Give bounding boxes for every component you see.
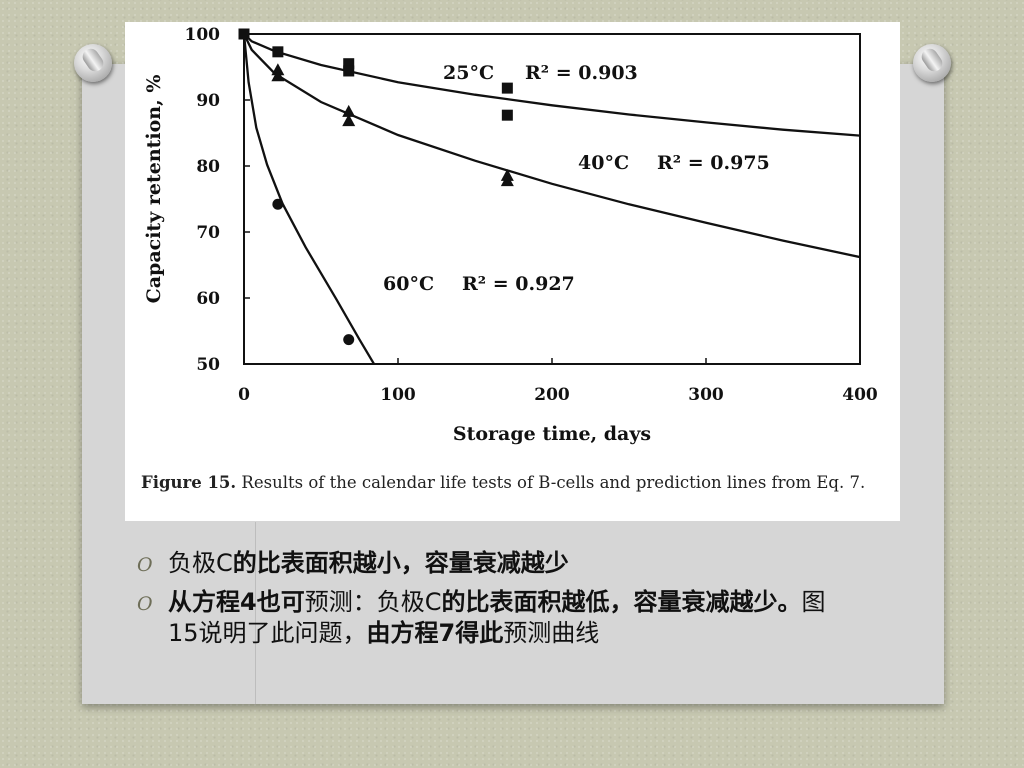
series-annotation-r2: R² = 0.903	[525, 62, 638, 84]
bullet-item: O 负极C的比表面积越小，容量衰减越少	[135, 548, 855, 579]
pushpin-icon	[74, 44, 112, 82]
bullet-text-segment: 的比表面积越低，容量衰减越少。	[441, 588, 802, 616]
series-annotation-temperature: 25°C	[443, 62, 494, 84]
data-point-circle	[272, 198, 284, 210]
bullet-text-segment: 由方程7得此	[366, 619, 504, 647]
data-point-circle	[238, 28, 250, 40]
data-point-square	[272, 46, 284, 58]
bullet-marker-icon: O	[137, 593, 153, 615]
bullet-text-segment: 预测：负极C	[304, 588, 442, 616]
series-annotation-temperature: 60°C	[383, 273, 434, 295]
x-tick-label: 100	[380, 385, 416, 405]
y-tick-label: 60	[196, 289, 220, 309]
bullet-marker-icon: O	[137, 554, 153, 576]
figure-image: 0 100 200 300 400 50 60 70 80 90 100 Storage time, …	[125, 22, 900, 521]
y-tick-label: 70	[196, 223, 220, 243]
data-point-triangle	[500, 174, 514, 187]
y-tick-label: 90	[196, 91, 220, 111]
data-point-circle	[343, 334, 355, 346]
x-tick-label: 400	[842, 385, 878, 405]
data-point-triangle	[342, 114, 356, 127]
bullet-list: O 负极C的比表面积越小，容量衰减越少 O 从方程4也可预测：负极C的比表面积越低，容…	[135, 548, 855, 657]
series-annotation-temperature: 40°C	[578, 152, 629, 174]
data-point-square	[343, 65, 355, 77]
bullet-text-segment: 的比表面积越小，容量衰减越少	[232, 549, 569, 577]
x-tick-label: 0	[238, 385, 250, 405]
x-tick-label: 300	[688, 385, 724, 405]
caption-text: Results of the calendar life tests of B-…	[236, 473, 866, 492]
bullet-text-segment: 预测曲线	[503, 619, 600, 647]
fit-line-circle	[244, 34, 376, 364]
decorative-line	[255, 522, 256, 704]
x-axis-label: Storage time, days	[453, 423, 651, 445]
pushpin-icon	[913, 44, 951, 82]
fit-line-square	[244, 34, 860, 137]
fit-line-triangle	[244, 34, 860, 259]
figure-caption: Figure 15. Results of the calendar life …	[141, 471, 886, 494]
data-point-triangle	[342, 104, 356, 117]
caption-label: Figure 15.	[141, 473, 237, 492]
data-point-square	[501, 82, 513, 94]
bullet-text-segment: 负极C	[168, 549, 233, 577]
y-tick-label: 50	[196, 355, 220, 375]
capacity-retention-chart: 0 100 200 300 400 50 60 70 80 90 100 Storage time, …	[143, 25, 878, 445]
data-point-triangle	[271, 69, 285, 82]
y-axis-label: Capacity retention, %	[143, 75, 165, 304]
bullet-item: O 从方程4也可预测：负极C的比表面积越低，容量衰减越少。图15说明了此问题，由方…	[135, 587, 855, 649]
data-point-square	[501, 109, 513, 121]
x-tick-label: 200	[534, 385, 570, 405]
series-annotation-r2: R² = 0.975	[657, 152, 770, 174]
series-annotation-r2: R² = 0.927	[462, 273, 575, 295]
y-tick-label: 100	[185, 25, 221, 45]
bullet-text-segment: 从方程4也可	[168, 588, 305, 616]
data-point-square	[343, 58, 355, 70]
y-tick-label: 80	[196, 157, 220, 177]
bullet-text-segment: 图15说明了此问题，	[168, 588, 826, 647]
